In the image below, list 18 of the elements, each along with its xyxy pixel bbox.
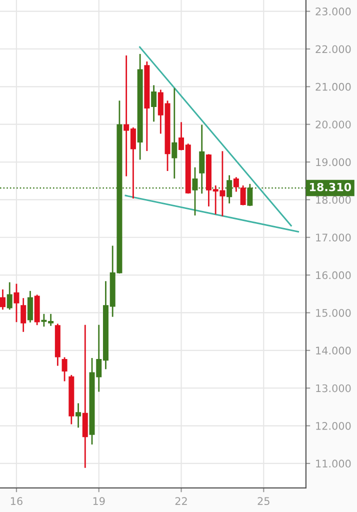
- y-tick-label: 15.000: [316, 308, 351, 317]
- x-tick-label: 16: [10, 497, 22, 506]
- ref-line-label: 18.310: [310, 182, 352, 192]
- y-tick-label: 19.000: [316, 158, 351, 166]
- y-tick-label: 22.000: [316, 45, 351, 54]
- y-tick-label: 23.000: [316, 8, 351, 16]
- y-tick-label: 18.000: [316, 196, 351, 204]
- y-tick-label: 21.000: [316, 82, 351, 91]
- y-tick-label: 14.000: [316, 346, 351, 355]
- y-tick-label: 17.000: [316, 234, 351, 242]
- y-tick-label: 11.000: [316, 460, 351, 468]
- y-tick-label: 20.000: [316, 120, 351, 128]
- y-tick-label: 16.000: [316, 271, 351, 280]
- x-tick-label: 25: [258, 497, 270, 506]
- x-tick-label: 19: [93, 497, 105, 506]
- x-tick-label: 22: [175, 497, 187, 505]
- y-tick-label: 13.000: [316, 384, 351, 392]
- y-tick-label: 12.000: [316, 422, 351, 430]
